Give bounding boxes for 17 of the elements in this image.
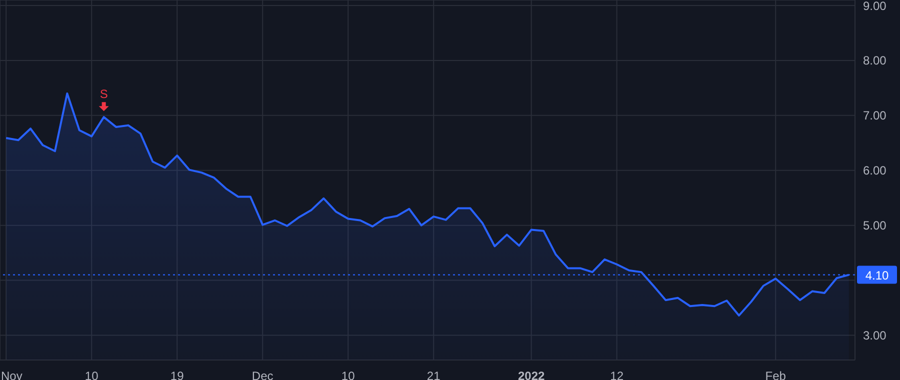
x-tick-label: Feb	[765, 369, 786, 380]
y-tick-label: 5.00	[863, 218, 887, 233]
x-tick-label: Dec	[252, 369, 274, 380]
ref-line-label: 4.10	[865, 268, 889, 282]
x-tick-label: Nov	[1, 369, 22, 380]
y-tick-label: 6.00	[863, 164, 887, 178]
x-tick-label: 10	[84, 369, 99, 380]
y-tick-label: 3.00	[863, 328, 887, 343]
y-tick-label: 9.00	[863, 0, 887, 13]
annotation: S	[100, 87, 108, 102]
x-tick-label: 12	[610, 369, 624, 380]
y-tick-label: 7.00	[863, 108, 887, 123]
x-tick-label: 19	[170, 369, 184, 380]
x-tick-label: 10	[341, 369, 356, 380]
x-tick-label: 2022	[518, 369, 545, 380]
y-tick-label: 8.00	[863, 54, 887, 68]
x-tick-label: 21	[426, 369, 441, 380]
